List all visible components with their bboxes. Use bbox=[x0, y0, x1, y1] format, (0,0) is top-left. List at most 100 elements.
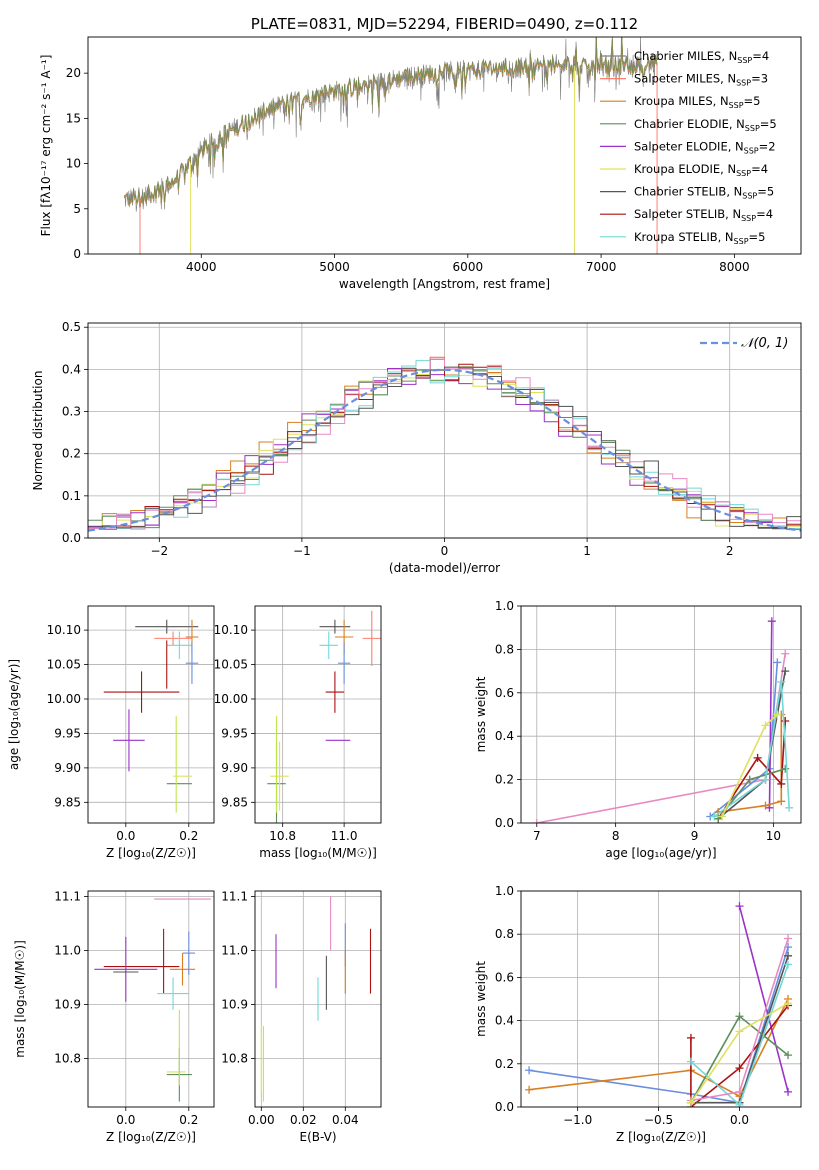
residuals-plot-area bbox=[88, 356, 801, 532]
legend-suffix: =2 bbox=[759, 139, 776, 153]
x-tick-label: 0.00 bbox=[248, 1113, 275, 1127]
legend-entry: Salpeter ELODIE, NSSP=2 bbox=[634, 139, 776, 155]
legend-subscript: SSP bbox=[742, 192, 757, 201]
y-tick-label: 5 bbox=[73, 202, 81, 216]
y-tick-label: 10.8 bbox=[54, 1051, 81, 1065]
y-tick-label: 0.2 bbox=[495, 773, 514, 787]
x-tick-label: 5000 bbox=[319, 260, 350, 274]
axes-frame bbox=[87, 890, 215, 1108]
legend-entry: Salpeter MILES, NSSP=3 bbox=[634, 72, 768, 88]
y-tick-label: 0.4 bbox=[495, 729, 514, 743]
x-tick-label: 8000 bbox=[719, 260, 750, 274]
y-tick-label: 11.1 bbox=[54, 889, 81, 903]
x-tick-label: 8 bbox=[612, 829, 620, 843]
y-tick-label: 10.05 bbox=[214, 658, 248, 672]
x-axis-label: (data-model)/error bbox=[389, 561, 500, 575]
y-axis-label: age [log₁₀(age/yr)] bbox=[7, 659, 21, 770]
residuals-axes: −2 −1 0 1 2 0.0 0.1 0.2 0.3 0.4 0.5 (data-model)/er… bbox=[31, 320, 802, 575]
data-point-marker bbox=[781, 717, 790, 726]
histogram-step-line bbox=[88, 366, 801, 529]
mass-weight-series-line bbox=[709, 662, 779, 818]
y-tick-label: 0.0 bbox=[495, 1100, 514, 1114]
legend-entry: Kroupa ELODIE, NSSP=4 bbox=[634, 162, 768, 178]
y-tick-label: 10.10 bbox=[214, 623, 248, 637]
legend-subscript: SSP bbox=[734, 237, 749, 246]
legend-subscript: SSP bbox=[741, 214, 756, 223]
x-tick-label: 0.02 bbox=[290, 1113, 317, 1127]
x-tick-label: 0.04 bbox=[332, 1113, 359, 1127]
y-axis-label: mass weight bbox=[474, 961, 488, 1037]
x-tick-label: −2 bbox=[150, 544, 168, 558]
mass-weight-series-line bbox=[718, 714, 783, 813]
data-point-marker bbox=[735, 1100, 744, 1107]
x-tick-label: 0 bbox=[441, 544, 449, 558]
legend-subscript: SSP bbox=[736, 169, 751, 178]
mass_weight_vs_age-axes: 7 8 9 10 0.0 0.2 0.4 0.6 0.8 1.0 age [log₁₀(age/yr… bbox=[474, 599, 802, 860]
y-tick-label: 9.95 bbox=[221, 726, 248, 740]
normal-curve-line bbox=[88, 368, 801, 532]
legend-label: Salpeter STELIB, N bbox=[634, 207, 741, 221]
data-point-marker bbox=[784, 960, 793, 969]
x-tick-label: 2 bbox=[726, 544, 734, 558]
y-tick-label: 10.9 bbox=[221, 997, 248, 1011]
x-tick-label: 7 bbox=[533, 829, 541, 843]
data-point-marker bbox=[761, 775, 770, 784]
legend-entry: Kroupa STELIB, NSSP=5 bbox=[634, 230, 765, 246]
axes-frame bbox=[520, 890, 802, 1108]
legend-suffix: =3 bbox=[751, 72, 768, 86]
data-point-marker bbox=[735, 1012, 744, 1021]
data-point-marker bbox=[781, 649, 790, 658]
legend-label: Chabrier STELIB, N bbox=[634, 185, 742, 199]
legend-entry: Chabrier MILES, NSSP=4 bbox=[634, 49, 769, 65]
data-point-marker bbox=[781, 667, 790, 676]
legend-suffix: =5 bbox=[744, 94, 761, 108]
x-tick-label: 0.2 bbox=[179, 829, 198, 843]
data-point-marker bbox=[767, 617, 776, 626]
y-tick-label: 1.0 bbox=[495, 884, 514, 898]
data-point-marker bbox=[761, 721, 770, 730]
legend-suffix: =5 bbox=[757, 185, 774, 199]
legend-subscript: SSP bbox=[729, 101, 744, 110]
x-axis-label: E(B-V) bbox=[299, 1130, 336, 1144]
data-point-marker bbox=[686, 1057, 695, 1066]
chart-title: PLATE=0831, MJD=52294, FIBERID=0490, z=0… bbox=[251, 15, 638, 33]
x-tick-label: 0.0 bbox=[116, 1113, 135, 1127]
y-tick-label: 10.8 bbox=[221, 1051, 248, 1065]
y-tick-label: 11.0 bbox=[221, 943, 248, 957]
legend-subscript: SSP bbox=[736, 79, 751, 88]
y-tick-label: 9.90 bbox=[54, 761, 81, 775]
axes-frame bbox=[87, 36, 802, 255]
y-tick-label: 10.00 bbox=[214, 692, 248, 706]
axes-frame bbox=[87, 605, 215, 824]
axes-frame bbox=[254, 605, 382, 824]
x-tick-label: 0.0 bbox=[730, 1113, 749, 1127]
y-tick-label: 0.0 bbox=[62, 531, 81, 545]
data-point-marker bbox=[784, 934, 793, 943]
data-point-marker bbox=[745, 775, 754, 784]
legend-suffix: =4 bbox=[756, 207, 773, 221]
x-axis-label: Z [log₁₀(Z/Z☉)] bbox=[106, 1130, 196, 1144]
x-axis-label: Z [log₁₀(Z/Z☉)] bbox=[106, 846, 196, 860]
y-tick-label: 20 bbox=[66, 66, 81, 80]
y-tick-label: 10.05 bbox=[47, 658, 81, 672]
spectrum-data-line bbox=[123, 37, 658, 212]
data-point-marker bbox=[686, 1033, 695, 1042]
histogram-step-line bbox=[88, 358, 801, 530]
y-tick-label: 9.95 bbox=[54, 726, 81, 740]
data-point-marker bbox=[784, 999, 793, 1008]
x-tick-label: 0.2 bbox=[179, 1113, 198, 1127]
data-point-marker bbox=[532, 819, 541, 823]
age_vs_mass-axes: 10.8 11.0 9.85 9.90 9.95 10.00 10.05 10.10 mass … bbox=[214, 605, 382, 860]
x-tick-label: 6000 bbox=[453, 260, 484, 274]
x-tick-label: 9 bbox=[691, 829, 699, 843]
x-axis-label: Z [log₁₀(Z/Z☉)] bbox=[616, 1130, 706, 1144]
legend-suffix: =4 bbox=[751, 162, 768, 176]
mass-weight-series-line bbox=[528, 946, 789, 1104]
age_vs_mass-plot-area bbox=[267, 610, 381, 823]
x-tick-label: 0.0 bbox=[116, 829, 135, 843]
x-tick-label: 1 bbox=[583, 544, 591, 558]
legend-label: Chabrier MILES, N bbox=[634, 49, 737, 63]
legend-subscript: SSP bbox=[745, 124, 760, 133]
x-tick-label: 10.8 bbox=[269, 829, 296, 843]
